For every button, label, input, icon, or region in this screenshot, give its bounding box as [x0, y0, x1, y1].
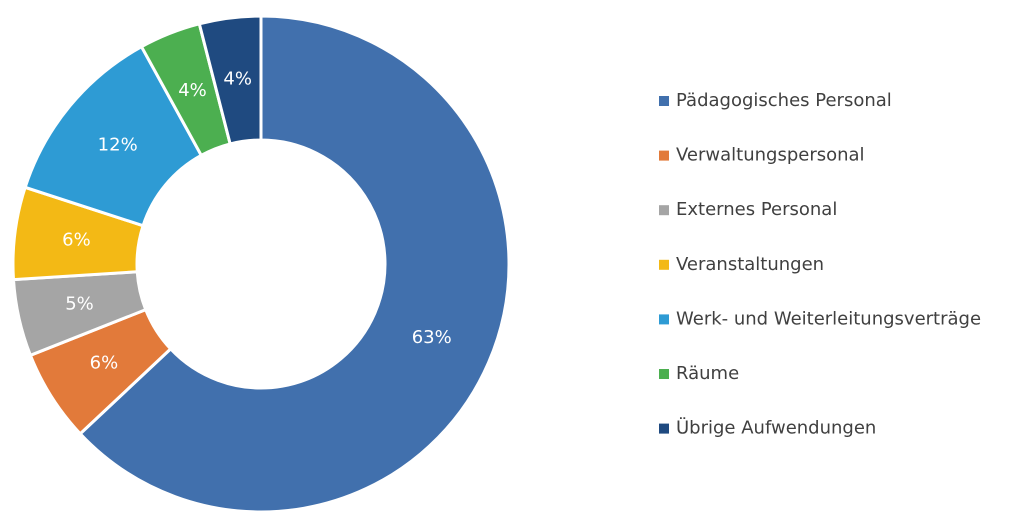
legend-label: Übrige Aufwendungen	[676, 417, 876, 439]
data-label: 6%	[62, 230, 91, 251]
legend-marker	[659, 314, 669, 325]
data-label: 4%	[178, 80, 207, 101]
donut-segment	[197, 14, 263, 146]
data-label: 6%	[90, 353, 119, 374]
legend-marker	[659, 423, 669, 434]
legend-label: Räume	[676, 363, 739, 384]
legend-marker	[659, 96, 669, 106]
legend-label: Verwaltungspersonal	[676, 145, 865, 166]
legend-marker	[659, 369, 669, 379]
legend-label: Veranstaltungen	[676, 254, 824, 275]
data-label: 12%	[98, 134, 138, 155]
legend-label: Externes Personal	[676, 199, 837, 220]
legend-marker	[659, 205, 669, 216]
legend-marker	[659, 259, 669, 270]
data-label: 5%	[65, 294, 94, 315]
legend-label: Pädagogisches Personal	[676, 90, 892, 111]
legend-label: Werk- und Weiterleitungsverträge	[676, 308, 981, 329]
data-label: 63%	[412, 327, 452, 348]
data-label: 4%	[223, 68, 252, 89]
legend-marker	[659, 150, 669, 161]
donut-segment	[78, 14, 511, 511]
